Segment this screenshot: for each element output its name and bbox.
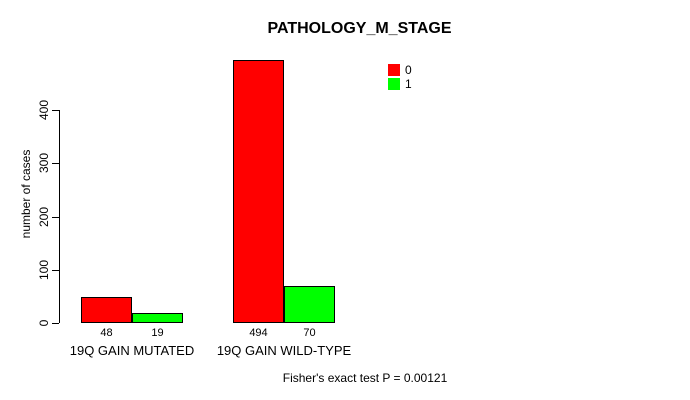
legend-label: 1 (405, 77, 412, 91)
y-axis-tick-label: 300 (37, 152, 51, 174)
y-axis-tick-label: 0 (37, 319, 51, 327)
bar-value-label: 494 (249, 327, 268, 339)
legend-entry: 0 (388, 64, 412, 76)
bar-1-0 (132, 312, 183, 323)
y-axis-tick (52, 110, 59, 111)
chart-title: PATHOLOGY_M_STAGE (267, 20, 452, 37)
bar-0-0 (81, 297, 132, 323)
stat-annotation: Fisher's exact test P = 0.00121 (282, 371, 448, 385)
y-axis-tick (52, 270, 59, 271)
y-axis-tick (52, 323, 59, 324)
legend-entry: 1 (388, 78, 412, 90)
y-axis-tick (52, 163, 59, 164)
legend-label: 0 (405, 63, 412, 77)
y-axis-line (59, 110, 60, 323)
y-axis-tick-label: 400 (37, 99, 51, 121)
bar-value-label: 48 (100, 327, 113, 339)
y-axis-tick (52, 217, 59, 218)
legend-swatch-icon (388, 64, 400, 76)
bar-value-label: 70 (303, 327, 316, 339)
category-label: 19Q GAIN WILD-TYPE (216, 343, 352, 358)
y-axis-tick-label: 200 (37, 206, 51, 228)
bar-value-label: 19 (151, 327, 164, 339)
y-axis-tick-label: 100 (37, 259, 51, 281)
category-label: 19Q GAIN MUTATED (69, 343, 195, 358)
bar-0-1 (233, 59, 284, 323)
bar-1-1 (284, 285, 335, 323)
legend-swatch-icon (388, 78, 400, 90)
